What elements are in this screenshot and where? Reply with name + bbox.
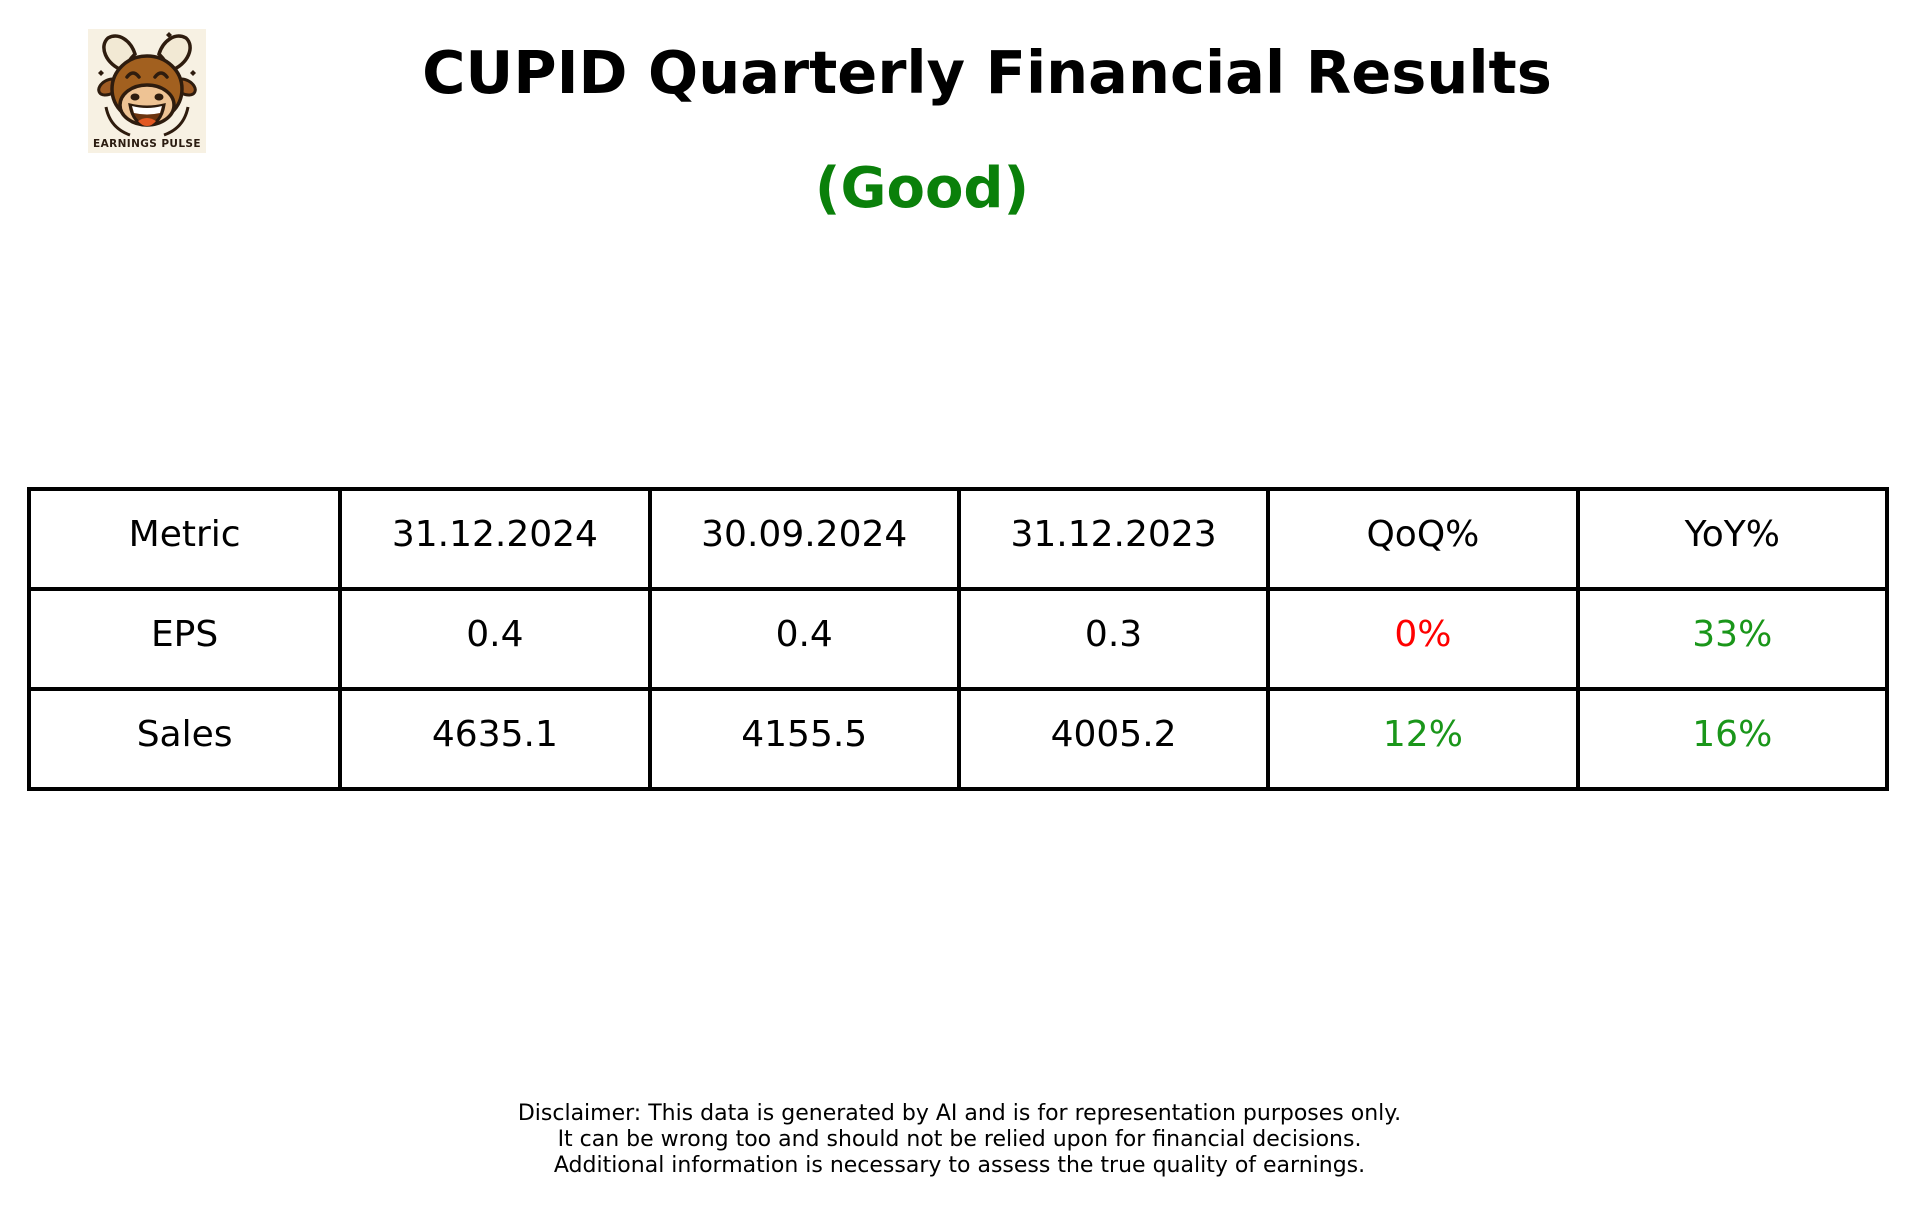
eps-qoq-percent: 0%	[1266, 587, 1580, 691]
eps-value-prev-quarter: 0.4	[647, 587, 961, 691]
column-header-period-3: 31.12.2023	[956, 487, 1271, 591]
verdict-subtitle: (Good)	[814, 156, 1030, 221]
brand-name: EARNINGS PULSE	[93, 138, 201, 150]
eps-value-current: 0.4	[338, 587, 652, 691]
metric-label: EPS	[26, 587, 343, 691]
bull-icon	[97, 32, 197, 137]
page-title: CUPID Quarterly Financial Results	[422, 38, 1552, 107]
disclaimer-line-1: Disclaimer: This data is generated by AI…	[517, 1101, 1402, 1126]
disclaimer-line-2: It can be wrong too and should not be re…	[557, 1127, 1362, 1152]
column-header-period-1: 31.12.2024	[338, 487, 652, 591]
column-header-period-2: 30.09.2024	[647, 487, 961, 591]
sales-yoy-percent: 16%	[1575, 687, 1890, 791]
disclaimer: Disclaimer: This data is generated by AI…	[0, 1101, 1919, 1179]
metric-label: Sales	[26, 687, 343, 791]
earnings-pulse-logo: EARNINGS PULSE	[88, 29, 206, 153]
eps-yoy-percent: 33%	[1575, 587, 1890, 691]
column-header-qoq: QoQ%	[1266, 487, 1580, 591]
sales-value-prev-quarter: 4155.5	[647, 687, 961, 791]
sales-value-current: 4635.1	[338, 687, 652, 791]
table-row-sales: Sales 4635.1 4155.5 4005.2 12% 16%	[26, 687, 1890, 791]
column-header-metric: Metric	[26, 487, 343, 591]
financials-table: Metric 31.12.2024 30.09.2024 31.12.2023 …	[26, 487, 1890, 791]
sales-qoq-percent: 12%	[1266, 687, 1580, 791]
table-header-row: Metric 31.12.2024 30.09.2024 31.12.2023 …	[26, 487, 1890, 591]
table-row-eps: EPS 0.4 0.4 0.3 0% 33%	[26, 587, 1890, 691]
sales-value-prev-year: 4005.2	[956, 687, 1271, 791]
disclaimer-line-3: Additional information is necessary to a…	[553, 1153, 1366, 1178]
column-header-yoy: YoY%	[1575, 487, 1890, 591]
eps-value-prev-year: 0.3	[956, 587, 1271, 691]
